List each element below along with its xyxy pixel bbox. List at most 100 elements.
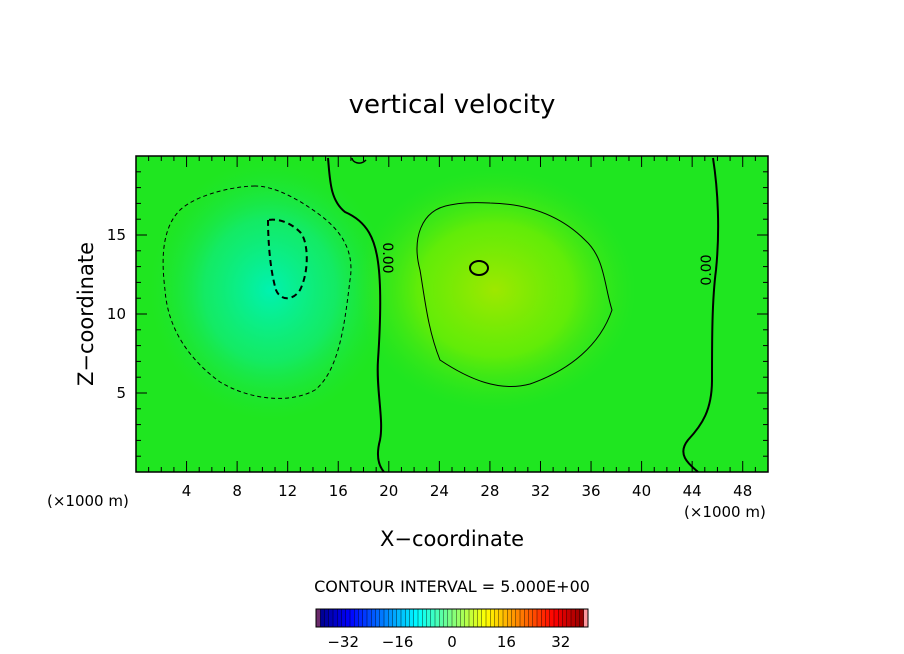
colorbar-segment [388, 609, 393, 627]
colorbar-segment [494, 609, 500, 627]
y-tick-label: 5 [116, 384, 126, 402]
colorbar-segment [371, 609, 376, 627]
colorbar-segment [528, 609, 534, 627]
colorbar-segment [490, 609, 495, 627]
contour-positive-inner [469, 260, 489, 276]
x-tick-label: 16 [329, 482, 348, 500]
colorbar-segment [413, 609, 419, 627]
x-tick-label: 8 [232, 482, 242, 500]
colorbar-segment [447, 609, 453, 627]
colorbar-segment [375, 609, 381, 627]
y-tick-label: 10 [107, 305, 126, 323]
x-tick-label: 20 [379, 482, 398, 500]
colorbar-segment [426, 609, 432, 627]
colorbar-segment [503, 609, 508, 627]
colorbar-segment [520, 609, 525, 627]
contour-negative-outer [162, 185, 352, 399]
colorbar-segment [358, 609, 364, 627]
colorbar-tick-label: 32 [551, 633, 570, 651]
y-minor-ticks [136, 171, 768, 457]
colorbar-segment [545, 609, 551, 627]
colorbar-tick-label: 0 [447, 633, 457, 651]
colorbar-segment [566, 609, 572, 627]
x-tick-labels: 4 8 12 16 20 24 28 32 36 40 44 48 [182, 482, 752, 500]
colorbar-segment [583, 609, 589, 627]
contour-zero-left [327, 157, 385, 472]
colorbar-segment [345, 609, 351, 627]
colorbar-segment [541, 609, 546, 627]
contour-positive-outer [416, 202, 613, 387]
x-unit-left: (×1000 m) [47, 492, 129, 510]
colorbar-segment [341, 609, 347, 627]
x-tick-label: 28 [480, 482, 499, 500]
colorbar-segment [422, 609, 427, 627]
colorbar-segment [430, 609, 436, 627]
positive-region-shading [355, 170, 635, 410]
colorbar-segment [456, 609, 461, 627]
colorbar [315, 608, 589, 628]
colorbar-tick-label: −16 [382, 633, 414, 651]
y-axis-label: Z−coordinate [74, 242, 98, 386]
colorbar-tick-label: 16 [497, 633, 516, 651]
colorbar-segment [384, 609, 389, 627]
colorbar-frame [315, 608, 589, 628]
colorbar-segment [337, 609, 342, 627]
colorbar-segment [401, 609, 406, 627]
colorbar-segment [452, 609, 457, 627]
colorbar-segment [562, 609, 568, 627]
y-tick-label: 15 [107, 226, 126, 244]
x-tick-label: 32 [531, 482, 550, 500]
colorbar-segment [435, 609, 440, 627]
colorbar-segment [324, 609, 330, 627]
colorbar-segment [396, 609, 402, 627]
colorbar-segment [537, 609, 542, 627]
colorbar-segment [320, 609, 325, 627]
colorbar-tick-label: −32 [327, 633, 359, 651]
colorbar-segment [316, 609, 321, 627]
colorbar-segment [367, 609, 372, 627]
colorbar-segment [328, 609, 334, 627]
colorbar-segment [549, 609, 555, 627]
x-minor-ticks [148, 156, 756, 472]
colorbar-segment [473, 609, 478, 627]
colorbar-segment [554, 609, 559, 627]
colorbar-segment [558, 609, 563, 627]
plot-area: 0.00 0.00 [136, 156, 768, 472]
colorbar-segment [481, 609, 487, 627]
colorbar-segment [507, 609, 512, 627]
x-axis-label: X−coordinate [380, 527, 524, 551]
colorbar-segment [511, 609, 517, 627]
colorbar-tick-labels: −32 −16 0 16 32 [327, 633, 570, 651]
contour-label-zero-left: 0.00 [379, 242, 395, 273]
colorbar-segment [439, 609, 444, 627]
x-tick-label: 12 [278, 482, 297, 500]
colorbar-segment [469, 609, 474, 627]
x-tick-label: 36 [581, 482, 600, 500]
colorbar-segment [418, 609, 423, 627]
colorbar-segment [515, 609, 521, 627]
y-tick-labels: 5 10 15 [107, 226, 126, 402]
colorbar-segment [443, 609, 449, 627]
colorbar-segment [354, 609, 359, 627]
colorbar-segment [405, 609, 410, 627]
contour-negative-inner [266, 218, 308, 300]
colorbar-segment [379, 609, 385, 627]
x-unit-right: (×1000 m) [684, 503, 766, 521]
colorbar-segment [477, 609, 483, 627]
contour-zero-right [682, 157, 720, 472]
negative-region-shading [150, 160, 390, 420]
x-tick-label: 40 [632, 482, 651, 500]
contour-interval-text: CONTOUR INTERVAL = 5.000E+00 [314, 577, 590, 596]
colorbar-segment [350, 609, 355, 627]
colorbar-segment [362, 609, 368, 627]
colorbar-segment [571, 609, 576, 627]
contour-zero-top-hook [351, 157, 367, 164]
x-tick-label: 24 [430, 482, 449, 500]
colorbar-segment [524, 609, 529, 627]
colorbar-segment [532, 609, 538, 627]
colorbar-segment [575, 609, 580, 627]
chart-title: vertical velocity [349, 90, 556, 120]
colorbar-segment [464, 609, 470, 627]
colorbar-segment [579, 609, 585, 627]
